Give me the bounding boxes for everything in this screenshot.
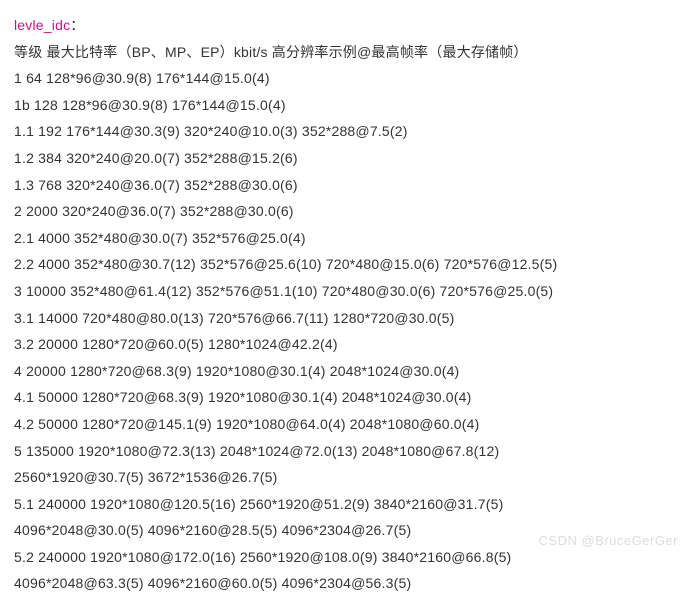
title-colon: ： [70, 17, 84, 33]
title-text: levle_idc [14, 17, 70, 33]
data-row: 2560*1920@30.7(5) 3672*1536@26.7(5) [14, 464, 680, 491]
header-line: 等级 最大比特率（BP、MP、EP）kbit/s 高分辨率示例@最高帧率（最大存… [14, 39, 680, 66]
data-row: 5 135000 1920*1080@72.3(13) 2048*1024@72… [14, 438, 680, 465]
data-row: 2.1 4000 352*480@30.0(7) 352*576@25.0(4) [14, 225, 680, 252]
data-row: 4.2 50000 1280*720@145.1(9) 1920*1080@64… [14, 411, 680, 438]
watermark-text: CSDN @BruceGerGer [539, 529, 678, 554]
data-row: 4 20000 1280*720@68.3(9) 1920*1080@30.1(… [14, 358, 680, 385]
data-row: 2 2000 320*240@36.0(7) 352*288@30.0(6) [14, 198, 680, 225]
data-row: 3.2 20000 1280*720@60.0(5) 1280*1024@42.… [14, 331, 680, 358]
data-row: 1 64 128*96@30.9(8) 176*144@15.0(4) [14, 65, 680, 92]
data-row: 1.2 384 320*240@20.0(7) 352*288@15.2(6) [14, 145, 680, 172]
data-row: 3 10000 352*480@61.4(12) 352*576@51.1(10… [14, 278, 680, 305]
data-row: 2.2 4000 352*480@30.7(12) 352*576@25.6(1… [14, 251, 680, 278]
data-row: 4096*2048@63.3(5) 4096*2160@60.0(5) 4096… [14, 570, 680, 597]
data-row: 5.1 240000 1920*1080@120.5(16) 2560*1920… [14, 491, 680, 518]
data-row: 4.1 50000 1280*720@68.3(9) 1920*1080@30.… [14, 384, 680, 411]
data-row: 1.3 768 320*240@36.0(7) 352*288@30.0(6) [14, 172, 680, 199]
data-row: 3.1 14000 720*480@80.0(13) 720*576@66.7(… [14, 305, 680, 332]
title-line: levle_idc： [14, 12, 680, 39]
data-row: 1.1 192 176*144@30.3(9) 320*240@10.0(3) … [14, 118, 680, 145]
data-row: 1b 128 128*96@30.9(8) 176*144@15.0(4) [14, 92, 680, 119]
